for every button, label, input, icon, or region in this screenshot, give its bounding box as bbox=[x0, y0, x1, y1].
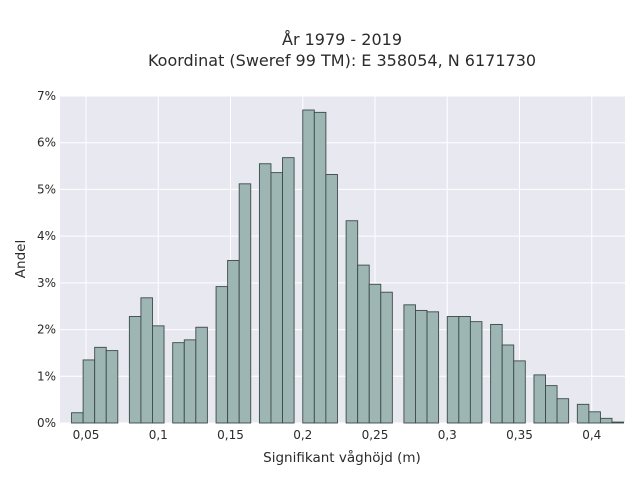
histogram-bar bbox=[599, 417, 613, 424]
y-tick-label: 0% bbox=[37, 416, 56, 430]
y-tick-label: 6% bbox=[37, 136, 56, 150]
histogram-bar bbox=[545, 385, 558, 424]
histogram-bar bbox=[325, 174, 338, 424]
histogram-bar bbox=[94, 346, 107, 424]
histogram-bar bbox=[183, 339, 197, 424]
y-tick-label: 1% bbox=[37, 369, 56, 383]
x-tick-label: 0,4 bbox=[582, 428, 601, 442]
y-tick-label: 7% bbox=[37, 89, 56, 103]
histogram-bar bbox=[556, 398, 570, 424]
y-tick-label: 2% bbox=[37, 323, 56, 337]
histogram-bar bbox=[270, 172, 283, 424]
x-tick-label: 0,35 bbox=[506, 428, 533, 442]
histogram-bar bbox=[415, 309, 428, 424]
histogram-bar bbox=[238, 183, 252, 424]
histogram-bar bbox=[345, 220, 359, 424]
histogram-bar bbox=[576, 403, 590, 424]
y-tick-label: 4% bbox=[37, 229, 56, 243]
histogram-bar bbox=[282, 157, 295, 424]
x-tick-label: 0,15 bbox=[217, 428, 244, 442]
histogram-bar bbox=[140, 297, 153, 424]
x-axis-label: Signifikant våghöjd (m) bbox=[263, 449, 421, 466]
histogram-bar bbox=[172, 342, 185, 424]
histogram-bar bbox=[501, 344, 515, 424]
histogram-bar bbox=[215, 286, 229, 424]
histogram-bar bbox=[128, 316, 142, 424]
bars-group bbox=[71, 109, 625, 424]
histogram-bar bbox=[513, 360, 526, 424]
histogram-bar bbox=[426, 311, 440, 424]
y-tick-label: 5% bbox=[37, 182, 56, 196]
y-tick-labels: 0% 1% 2% 3% 4% 5% 6% 7% bbox=[37, 89, 56, 430]
histogram-bar bbox=[82, 359, 96, 424]
chart-title: År 1979 - 2019 bbox=[282, 30, 402, 49]
histogram-bar bbox=[195, 326, 208, 424]
histogram-bar bbox=[588, 411, 601, 424]
x-tick-label: 0,05 bbox=[73, 428, 100, 442]
histogram-bar bbox=[152, 325, 165, 424]
histogram-bar bbox=[380, 291, 393, 424]
x-tick-label: 0,1 bbox=[149, 428, 168, 442]
histogram-bar bbox=[302, 109, 315, 424]
y-tick-label: 3% bbox=[37, 276, 56, 290]
histogram-bar bbox=[258, 163, 272, 424]
x-tick-labels: 0,05 0,1 0,15 0,2 0,25 0,3 0,35 0,4 bbox=[73, 428, 602, 442]
histogram-bar bbox=[458, 316, 471, 424]
histogram-bar bbox=[227, 259, 240, 424]
histogram-bar bbox=[313, 111, 327, 424]
histogram-bar bbox=[533, 374, 546, 424]
histogram-bar bbox=[446, 316, 460, 424]
x-tick-label: 0,2 bbox=[293, 428, 312, 442]
histogram-bar bbox=[490, 323, 503, 424]
histogram-bar bbox=[611, 421, 625, 424]
histogram-bar bbox=[403, 304, 416, 424]
y-axis-label: Andel bbox=[13, 240, 29, 278]
x-tick-label: 0,3 bbox=[438, 428, 457, 442]
histogram-bar bbox=[368, 283, 382, 424]
histogram-bar bbox=[469, 321, 483, 424]
histogram-bar bbox=[71, 412, 84, 424]
chart-subtitle: Koordinat (Sweref 99 TM): E 358054, N 61… bbox=[148, 51, 536, 70]
histogram-bar bbox=[357, 264, 370, 424]
x-tick-label: 0,25 bbox=[362, 428, 389, 442]
histogram-bar bbox=[105, 350, 119, 424]
